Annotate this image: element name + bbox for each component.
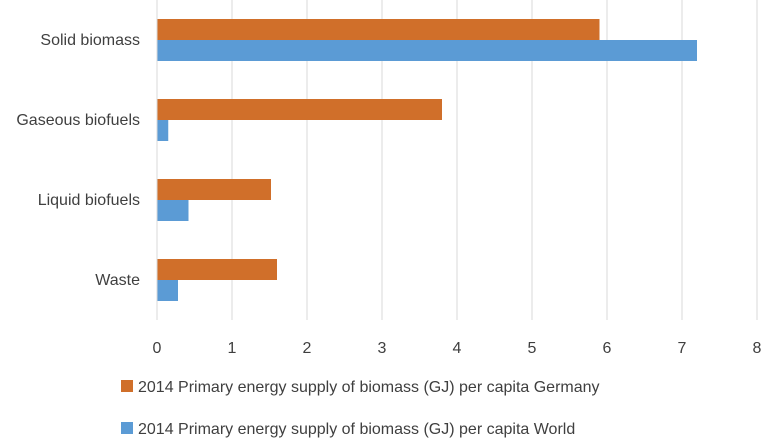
bar-world xyxy=(157,280,178,301)
legend: 2014 Primary energy supply of biomass (G… xyxy=(121,379,600,438)
bar-world xyxy=(157,120,169,141)
x-tick-label: 0 xyxy=(153,340,162,357)
bar-layer xyxy=(157,19,697,301)
x-tick-label: 5 xyxy=(528,340,537,357)
bar-world xyxy=(157,200,189,221)
axis-layer: 0 1 2 3 4 5 6 7 8 Solid biomass Gaseous biofuels Li… xyxy=(16,0,762,357)
legend-label: 2014 Primary energy supply of biomass (G… xyxy=(138,421,575,438)
category-label: Waste xyxy=(95,272,140,289)
legend-swatch xyxy=(121,422,133,434)
x-tick-label: 6 xyxy=(603,340,612,357)
bar-germany xyxy=(157,179,271,200)
legend-label: 2014 Primary energy supply of biomass (G… xyxy=(138,379,600,396)
legend-swatch xyxy=(121,380,133,392)
x-tick-label: 3 xyxy=(378,340,387,357)
x-tick-label: 4 xyxy=(453,340,462,357)
x-tick-label: 7 xyxy=(678,340,687,357)
bar-germany xyxy=(157,99,442,120)
x-tick-label: 1 xyxy=(228,340,237,357)
bar-germany xyxy=(157,19,600,40)
category-label: Solid biomass xyxy=(40,32,140,49)
bar-world xyxy=(157,40,697,61)
x-tick-label: 8 xyxy=(753,340,762,357)
bar-germany xyxy=(157,259,277,280)
x-tick-label: 2 xyxy=(303,340,312,357)
category-label: Gaseous biofuels xyxy=(16,112,140,129)
category-label: Liquid biofuels xyxy=(38,192,140,209)
